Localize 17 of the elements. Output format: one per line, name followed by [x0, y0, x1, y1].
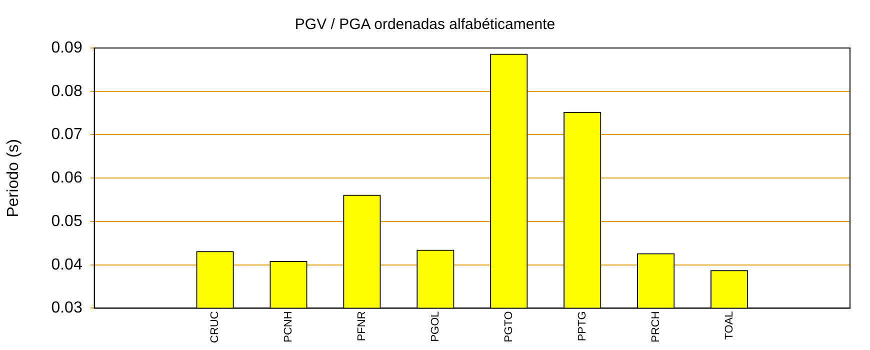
x-tick-label: PGTO	[502, 310, 515, 342]
x-tick-label: PFNR	[356, 311, 368, 342]
x-tick-label: PGOL	[429, 311, 442, 342]
y-tick-label: 0.05	[51, 212, 82, 230]
x-tick-label: CRUC	[209, 311, 222, 344]
y-tick-label: 0.03	[51, 300, 82, 317]
y-tick-label: 0.08	[51, 82, 82, 100]
y-tick-label: 0.06	[51, 170, 82, 187]
x-tick-label: PCNH	[282, 311, 295, 342]
y-tick-label: 0.09	[51, 39, 82, 56]
chart-title: PGV / PGA ordenadas alfabéticamente	[294, 16, 556, 34]
y-axis-title: Periodo (s)	[5, 138, 22, 218]
x-tick-label: TOAL	[723, 311, 736, 340]
x-tick-label: PRCH	[650, 311, 662, 342]
y-tick-label: 0.07	[51, 126, 82, 144]
y-tick-label: 0.04	[51, 256, 82, 274]
x-tick-label: PPTG	[576, 311, 588, 342]
